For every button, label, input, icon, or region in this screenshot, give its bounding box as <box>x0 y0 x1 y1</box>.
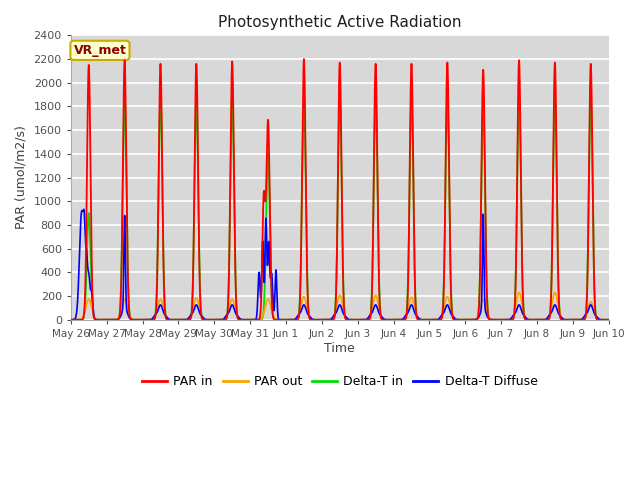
Y-axis label: PAR (umol/m2/s): PAR (umol/m2/s) <box>15 126 28 229</box>
X-axis label: Time: Time <box>324 342 355 355</box>
Text: VR_met: VR_met <box>74 44 126 57</box>
Title: Photosynthetic Active Radiation: Photosynthetic Active Radiation <box>218 15 461 30</box>
Legend: PAR in, PAR out, Delta-T in, Delta-T Diffuse: PAR in, PAR out, Delta-T in, Delta-T Dif… <box>137 370 543 393</box>
